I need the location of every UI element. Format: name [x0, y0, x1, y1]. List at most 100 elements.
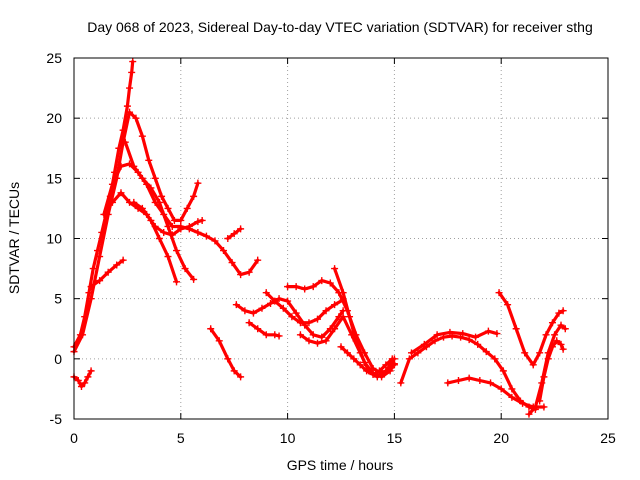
data-point: [173, 278, 181, 286]
data-point: [262, 289, 270, 297]
data-point: [108, 180, 116, 188]
series-arc-7: [121, 138, 198, 283]
data-point: [284, 297, 292, 305]
data-point: [318, 333, 326, 341]
chart-title: Day 068 of 2023, Sidereal Day-to-day VTE…: [87, 19, 593, 35]
data-point: [331, 325, 339, 333]
data-point: [207, 325, 215, 333]
data-point: [117, 189, 125, 197]
data-point: [100, 210, 108, 218]
data-point: [202, 232, 210, 240]
y-tick-label: 10: [46, 231, 62, 247]
data-point: [497, 385, 505, 393]
data-point: [215, 337, 223, 345]
data-point: [158, 192, 166, 200]
data-point: [224, 235, 232, 242]
data-point: [557, 340, 565, 348]
data-point: [151, 174, 159, 182]
data-point: [237, 373, 245, 381]
data-point: [198, 216, 206, 224]
data-point: [155, 235, 163, 242]
data-point: [237, 225, 245, 233]
data-point: [431, 337, 439, 345]
series-arc-2: [70, 108, 202, 356]
data-point: [249, 309, 257, 317]
series-trace: [110, 191, 204, 237]
data-point: [245, 268, 253, 276]
data-point: [331, 265, 339, 273]
data-point: [495, 289, 503, 297]
data-point: [309, 283, 317, 291]
data-point: [548, 319, 556, 327]
data-point: [339, 289, 347, 297]
data-point: [262, 331, 270, 339]
data-point: [378, 373, 386, 381]
series-arc-11: [232, 295, 347, 341]
data-point: [121, 138, 129, 146]
data-point: [508, 385, 516, 393]
data-point: [194, 179, 202, 187]
data-point: [185, 222, 193, 230]
data-point: [326, 279, 334, 287]
data-point: [521, 349, 529, 357]
data-point: [465, 374, 473, 382]
x-tick-label: 25: [600, 430, 616, 446]
series-arc-17: [337, 343, 396, 378]
data-point: [96, 277, 104, 285]
data-point: [145, 156, 153, 164]
data-point: [309, 331, 317, 339]
x-tick-label: 0: [70, 430, 78, 446]
data-point: [87, 367, 95, 375]
data-point: [138, 204, 146, 212]
data-point: [194, 228, 202, 236]
data-point: [487, 379, 495, 387]
data-point: [147, 184, 155, 192]
data-point: [77, 383, 85, 391]
data-point: [444, 379, 452, 387]
data-point: [544, 349, 552, 357]
data-point: [190, 275, 198, 283]
y-tick-label: 20: [46, 110, 62, 126]
data-point: [474, 340, 482, 348]
data-point: [129, 58, 137, 66]
data-point: [87, 283, 95, 291]
data-point: [536, 349, 544, 357]
data-point: [369, 370, 377, 378]
data-point: [322, 307, 330, 315]
data-point: [177, 225, 185, 233]
series-arc-1: [70, 58, 137, 351]
data-point: [237, 271, 245, 279]
data-point: [164, 253, 172, 261]
data-point: [561, 325, 569, 333]
data-point: [232, 301, 240, 309]
data-point: [555, 309, 563, 317]
data-point: [405, 355, 413, 363]
x-tick-label: 20: [493, 430, 509, 446]
data-point: [390, 360, 398, 368]
data-point: [296, 319, 304, 327]
data-point: [173, 247, 181, 255]
y-axis-label: SDTVAR / TECUs: [6, 182, 22, 294]
data-point: [147, 216, 155, 224]
series-arc-19: [407, 327, 501, 357]
data-point: [491, 355, 499, 363]
data-point: [254, 325, 262, 333]
data-point: [267, 299, 275, 307]
data-point: [529, 361, 537, 369]
data-point: [352, 337, 360, 345]
data-point: [117, 162, 125, 170]
data-point: [331, 301, 339, 309]
data-point: [465, 336, 473, 344]
data-point: [128, 68, 136, 76]
series-arc-12: [245, 319, 283, 340]
data-point: [538, 379, 546, 387]
series-trace: [264, 291, 345, 325]
data-point: [382, 361, 390, 369]
data-point: [476, 376, 484, 384]
data-point: [525, 410, 533, 418]
data-point: [230, 230, 238, 238]
data-point: [459, 330, 467, 338]
data-point: [346, 313, 354, 321]
data-point: [96, 253, 104, 261]
data-point: [130, 162, 138, 170]
